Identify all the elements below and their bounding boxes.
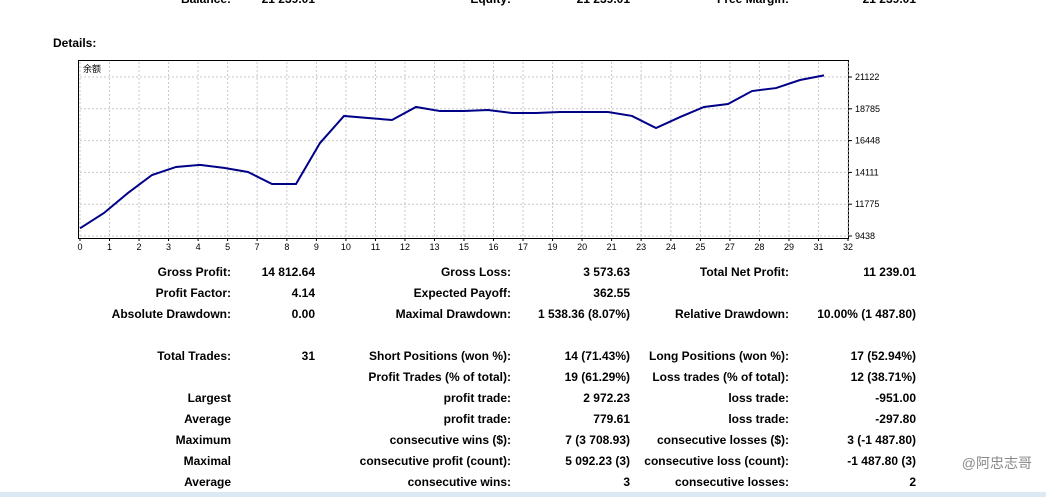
x-tick-label: 13 bbox=[429, 242, 439, 252]
x-tick-label: 21 bbox=[607, 242, 617, 252]
x-tick-label: 15 bbox=[459, 242, 469, 252]
stat-label: consecutive losses: bbox=[675, 475, 789, 489]
x-tick-label: 32 bbox=[843, 242, 853, 252]
x-tick-label: 23 bbox=[636, 242, 646, 252]
y-tick-label: 18785 bbox=[855, 104, 880, 114]
stat-value: 10.00% (1 487.80) bbox=[817, 307, 916, 321]
stat-label: Expected Payoff: bbox=[414, 286, 511, 300]
stat-label: loss trade: bbox=[728, 412, 789, 426]
stat-value: 4.14 bbox=[292, 286, 316, 300]
watermark: @阿忠志哥 bbox=[962, 455, 1032, 471]
stat-value: 19 (61.29%) bbox=[565, 370, 630, 384]
stat-value: 362.55 bbox=[593, 286, 630, 300]
stat-value: 21 239.01 bbox=[262, 0, 316, 6]
x-tick-label: 28 bbox=[754, 242, 764, 252]
y-tick-label: 11775 bbox=[855, 199, 879, 209]
series-label: 余额 bbox=[83, 63, 101, 74]
x-tick-label: 0 bbox=[77, 242, 82, 252]
stat-label: consecutive loss (count): bbox=[644, 454, 789, 468]
stat-label: Loss trades (% of total): bbox=[652, 370, 789, 384]
x-tick-label: 31 bbox=[813, 242, 823, 252]
stat-label: profit trade: bbox=[444, 412, 511, 426]
stat-value: 3 573.63 bbox=[583, 265, 630, 279]
stat-label: Long Positions (won %): bbox=[649, 349, 789, 363]
stat-label: consecutive losses ($): bbox=[657, 433, 789, 447]
x-tick-label: 16 bbox=[489, 242, 499, 252]
stat-label: Gross Loss: bbox=[441, 265, 511, 279]
x-tick-label: 7 bbox=[255, 242, 260, 252]
stat-label: consecutive wins ($): bbox=[390, 433, 511, 447]
balance-line bbox=[79, 74, 825, 230]
x-tick-label: 9 bbox=[314, 242, 319, 252]
stat-value: 779.61 bbox=[593, 412, 630, 426]
stat-value: 12 (38.71%) bbox=[851, 370, 916, 384]
x-tick-label: 27 bbox=[725, 242, 735, 252]
x-tick-label: 20 bbox=[577, 242, 587, 252]
stat-value: 2 bbox=[909, 475, 916, 489]
stat-label: Balance: bbox=[181, 0, 231, 6]
stat-label: consecutive profit (count): bbox=[360, 454, 511, 468]
stat-value: -297.80 bbox=[875, 412, 916, 426]
x-tick-label: 25 bbox=[695, 242, 705, 252]
x-tick-label: 4 bbox=[196, 242, 201, 252]
stat-value: 11 239.01 bbox=[863, 265, 916, 279]
stat-value: 21 239.01 bbox=[863, 0, 917, 6]
stat-label: Free Margin: bbox=[717, 0, 789, 6]
stat-label: Relative Drawdown: bbox=[675, 307, 789, 321]
bottom-band bbox=[0, 492, 1046, 497]
x-tick-label: 29 bbox=[784, 242, 794, 252]
stat-label: Maximal Drawdown: bbox=[396, 307, 511, 321]
y-tick-label: 14111 bbox=[855, 167, 879, 177]
stat-value: 7 (3 708.93) bbox=[565, 433, 630, 447]
stat-label: consecutive wins: bbox=[408, 475, 511, 489]
y-tick-label: 16448 bbox=[855, 136, 880, 146]
x-tick-label: 1 bbox=[107, 242, 112, 252]
stat-label: profit trade: bbox=[444, 391, 511, 405]
x-tick-label: 24 bbox=[666, 242, 676, 252]
stat-label: Largest bbox=[188, 391, 231, 405]
x-tick-label: 8 bbox=[284, 242, 289, 252]
stat-label: Gross Profit: bbox=[158, 265, 231, 279]
stat-label: Total Trades: bbox=[157, 349, 231, 363]
stat-label: loss trade: bbox=[728, 391, 789, 405]
stat-value: 3 (-1 487.80) bbox=[847, 433, 916, 447]
stat-label: Short Positions (won %): bbox=[369, 349, 511, 363]
stat-value: -951.00 bbox=[875, 391, 916, 405]
stat-label: Absolute Drawdown: bbox=[112, 307, 231, 321]
stat-label: Equity: bbox=[470, 0, 511, 6]
stat-value: 5 092.23 (3) bbox=[565, 454, 630, 468]
stat-label: Profit Trades (% of total): bbox=[368, 370, 511, 384]
stat-label: Profit Factor: bbox=[156, 286, 231, 300]
stat-label: Maximal bbox=[184, 454, 231, 468]
x-tick-label: 5 bbox=[225, 242, 230, 252]
x-tick-label: 19 bbox=[548, 242, 558, 252]
x-tick-label: 11 bbox=[371, 242, 380, 252]
y-tick-label: 9438 bbox=[855, 231, 875, 241]
stat-value: 21 239.01 bbox=[577, 0, 631, 6]
stat-value: 31 bbox=[302, 349, 316, 363]
stat-value: 14 (71.43%) bbox=[565, 349, 630, 363]
x-tick-label: 17 bbox=[518, 242, 528, 252]
stat-value: 2 972.23 bbox=[583, 391, 630, 405]
x-tick-label: 3 bbox=[166, 242, 171, 252]
stat-value: 14 812.64 bbox=[262, 265, 316, 279]
stat-value: 0.00 bbox=[292, 307, 316, 321]
x-tick-label: 2 bbox=[137, 242, 142, 252]
stat-label: Maximum bbox=[176, 433, 231, 447]
stat-value: 17 (52.94%) bbox=[851, 349, 916, 363]
stat-value: 3 bbox=[623, 475, 630, 489]
x-tick-label: 10 bbox=[341, 242, 351, 252]
stat-label: Average bbox=[184, 475, 231, 489]
stat-value: 1 538.36 (8.07%) bbox=[538, 307, 630, 321]
stat-label: Total Net Profit: bbox=[700, 265, 789, 279]
x-tick-label: 12 bbox=[400, 242, 410, 252]
stat-label: Average bbox=[184, 412, 231, 426]
details-label: Details: bbox=[53, 36, 96, 50]
y-tick-label: 21122 bbox=[855, 72, 879, 82]
stat-value: -1 487.80 (3) bbox=[847, 454, 916, 468]
